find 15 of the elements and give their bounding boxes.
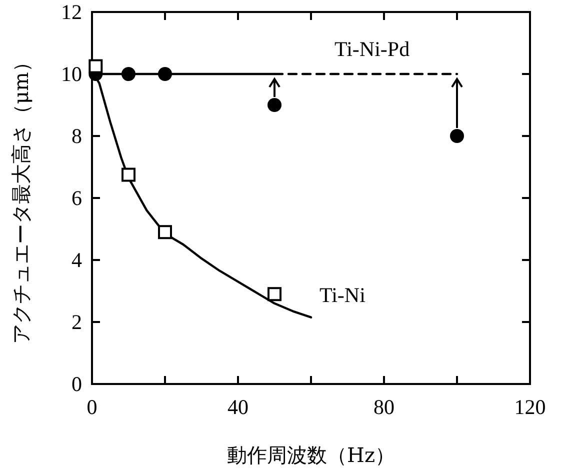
y-tick-label: 10 [61,62,82,86]
y-tick-label: 4 [72,248,82,272]
series-label: Ti-Ni [320,283,366,308]
legend-label: Ti-Ni-Pd [334,37,410,61]
y-tick-label: 6 [72,186,82,210]
x-axis-title: 動作周波数（Hz） [227,443,395,467]
y-tick-label: 12 [61,0,82,24]
y-axis-title: アクチュエータ最大高さ（μm） [9,52,33,344]
x-tick-label: 120 [514,395,546,419]
x-tick-label: 0 [86,395,98,419]
x-tick-label: 80 [374,395,394,419]
y-tick-label: 8 [72,124,82,148]
x-tick-label: 40 [228,395,248,419]
y-tick-label: 2 [72,310,82,334]
y-tick-label: 0 [72,372,82,396]
